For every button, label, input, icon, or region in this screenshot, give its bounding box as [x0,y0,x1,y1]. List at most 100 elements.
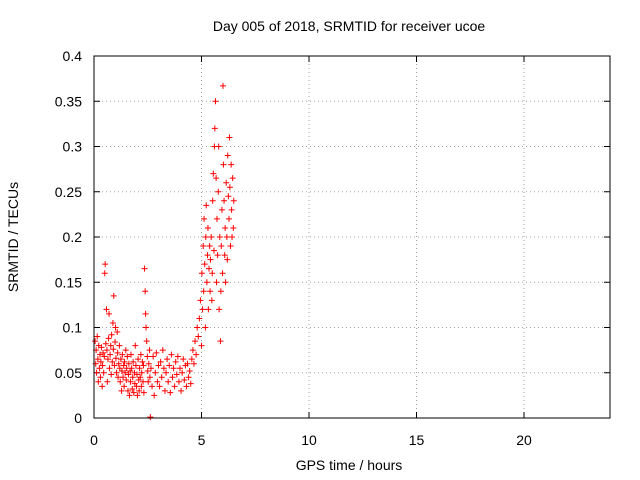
data-point [97,374,104,381]
data-point [200,243,207,250]
data-point [134,371,140,378]
data-point [223,179,230,186]
data-point [175,378,182,385]
data-point [96,365,103,372]
data-point [94,333,101,340]
data-point [184,360,191,367]
data-point [228,206,235,213]
plot-frame [93,55,611,419]
data-point [216,234,223,240]
data-point [113,369,120,376]
data-point [215,188,222,195]
data-point [179,369,186,376]
data-point [132,342,139,349]
data-point [107,351,114,358]
data-point [159,347,166,354]
data-point [228,161,235,168]
data-point [97,351,104,358]
data-point [146,347,153,354]
data-point [136,387,143,394]
y-tick-label: 0.2 [63,229,83,245]
data-point [107,342,114,349]
data-point [109,319,116,326]
data-point [118,387,125,394]
data-point [144,367,151,374]
x-tick-label: 5 [198,432,206,448]
data-point [124,353,131,360]
data-point [174,353,181,360]
data-point [142,288,149,295]
data-point [180,356,187,363]
data-point [225,193,232,200]
data-point [217,288,224,295]
data-point [105,335,112,342]
data-point [196,315,203,322]
data-point [169,374,176,381]
data-point [188,356,195,363]
data-point [224,256,231,263]
data-point [99,362,106,369]
data-point [163,369,170,376]
data-point [149,383,156,390]
data-point [97,358,104,365]
data-point [166,362,173,369]
data-point [125,371,132,378]
data-point [205,306,212,313]
data-point [201,215,208,222]
data-point [140,389,147,396]
data-point [220,161,227,168]
data-point [132,362,139,369]
data-point [130,389,137,396]
grid [94,56,610,418]
data-point [100,369,107,376]
x-tick-label: 20 [516,432,532,448]
data-point [120,374,127,381]
data-point [215,143,222,150]
data-point [128,365,135,372]
data-point [127,378,134,385]
data-point [138,383,145,390]
y-axis-title: SRMTID / TECUs [5,182,21,292]
data-point [145,378,152,385]
data-point [181,376,188,383]
data-point [193,351,200,358]
data-point [108,371,115,378]
data-point [117,378,124,385]
data-point [101,270,108,277]
data-point [99,383,106,390]
data-point [226,184,233,191]
y-tick-label: 0.25 [55,184,82,200]
data-point [216,306,223,313]
data-point [206,265,213,272]
data-point [92,338,99,345]
data-point [203,279,210,286]
data-point [178,387,185,394]
data-point [212,98,219,105]
data-point [134,392,141,399]
data-point [160,365,167,372]
data-point [102,261,109,268]
data-point [118,367,125,374]
data-point [116,342,123,349]
data-point [98,344,105,351]
data-point [204,224,211,231]
data-point [104,356,111,363]
data-point [103,347,110,354]
data-point [209,270,216,277]
data-point [218,243,225,250]
data-point [173,371,180,378]
y-tick-label: 0.3 [63,139,83,155]
data-point [147,365,154,372]
data-point [208,297,215,304]
data-point [198,270,205,277]
data-point [218,206,225,213]
data-point [145,360,152,367]
data-point [115,360,122,367]
data-point [222,224,229,231]
data-point [220,82,226,89]
data-point [186,367,193,374]
data-point [154,378,161,385]
data-point [221,197,228,204]
x-tick-label: 10 [301,432,317,448]
data-point [129,386,136,393]
